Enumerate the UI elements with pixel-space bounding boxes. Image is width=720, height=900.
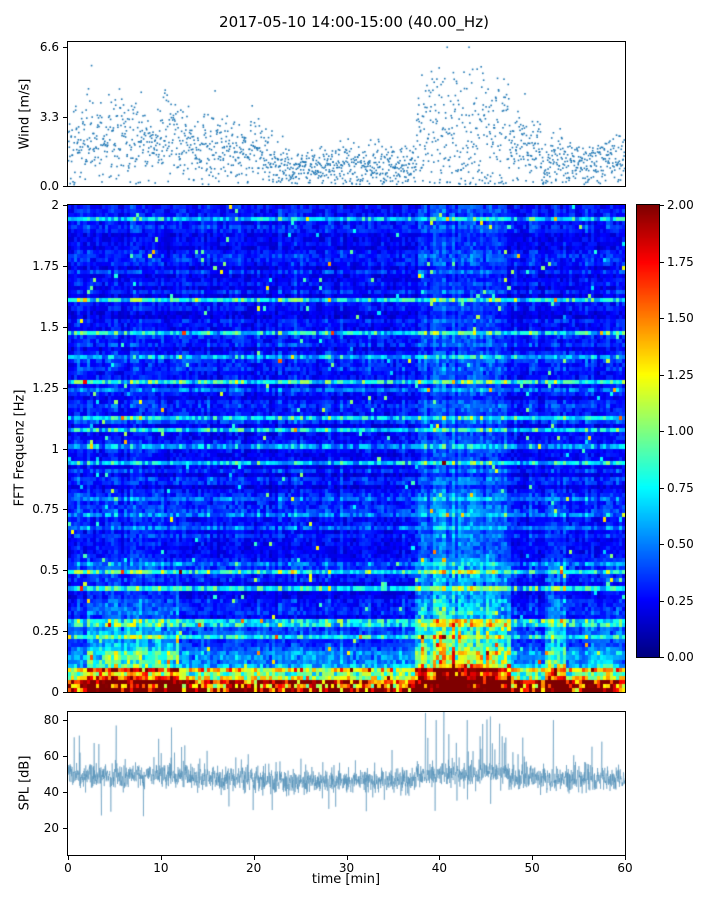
y-tick-mark	[63, 792, 67, 793]
x-tick-mark	[439, 856, 440, 860]
y-tick-label: 0	[51, 685, 59, 699]
spl-panel	[67, 711, 626, 856]
y-tick-mark	[63, 449, 67, 450]
colorbar-tick-mark	[660, 205, 664, 206]
x-tick-label: 60	[617, 861, 633, 875]
y-tick-label: 1.25	[32, 380, 59, 395]
x-tick-mark	[161, 856, 162, 860]
y-tick-label: 40	[43, 785, 59, 800]
y-tick-label: 1	[51, 441, 59, 456]
y-tick-label: 60	[43, 749, 59, 764]
colorbar-tick-mark	[660, 544, 664, 545]
y-tick-mark	[63, 388, 67, 389]
y-tick-label: 20	[43, 821, 59, 836]
y-tick-label: 1.75	[32, 258, 59, 273]
y-tick-label: 0.75	[32, 502, 59, 517]
colorbar-tick-mark	[660, 431, 664, 432]
y-tick-label: 2	[51, 198, 59, 212]
colorbar-tick-label: 0.50	[667, 537, 694, 551]
y-tick-mark	[63, 828, 67, 829]
colorbar-tick-mark	[660, 375, 664, 376]
y-tick-label: 80	[43, 713, 59, 728]
y-tick-mark	[63, 756, 67, 757]
x-tick-label: 20	[246, 861, 262, 875]
y-tick-label: 0.0	[39, 179, 59, 193]
colorbar	[636, 204, 660, 658]
x-tick-label: 50	[524, 861, 540, 875]
y-tick-label: 3.3	[39, 109, 59, 124]
colorbar-tick-label: 2.00	[667, 198, 694, 212]
spl-line-canvas	[68, 712, 625, 855]
wind-scatter-panel	[67, 41, 626, 187]
x-tick-label: 40	[431, 861, 447, 875]
y-tick-mark	[63, 186, 67, 187]
colorbar-tick-label: 0.75	[667, 480, 694, 495]
y-tick-mark	[63, 692, 67, 693]
colorbar-tick-mark	[660, 488, 664, 489]
y-tick-mark	[63, 509, 67, 510]
colorbar-tick-mark	[660, 601, 664, 602]
y-tick-label: 0.25	[32, 624, 59, 639]
x-tick-mark	[347, 856, 348, 860]
colorbar-tick-label: 0.25	[667, 593, 694, 608]
colorbar-tick-label: 0.00	[667, 650, 694, 664]
colorbar-tick-mark	[660, 657, 664, 658]
y-tick-label: 6.6	[39, 40, 59, 55]
x-tick-mark	[254, 856, 255, 860]
colorbar-tick-label: 1.50	[667, 311, 694, 325]
y-tick-mark	[63, 117, 67, 118]
colorbar-canvas	[637, 205, 659, 657]
colorbar-tick-label: 1.75	[667, 254, 694, 269]
x-axis-label: time [min]	[311, 872, 381, 887]
spectrogram-panel	[67, 204, 626, 693]
y-tick-label: 1.5	[39, 319, 59, 334]
figure-title: 2017-05-10 14:00-15:00 (40.00_Hz)	[219, 13, 489, 31]
colorbar-tick-label: 1.25	[667, 367, 694, 382]
y-tick-mark	[63, 570, 67, 571]
colorbar-tick-mark	[660, 318, 664, 319]
wind-y-axis-label: Wind [m/s]	[17, 78, 33, 150]
colorbar-tick-mark	[660, 262, 664, 263]
y-tick-mark	[63, 327, 67, 328]
colorbar-tick-label: 1.00	[667, 424, 694, 438]
y-tick-mark	[63, 266, 67, 267]
spectrogram-heatmap-canvas	[68, 205, 625, 692]
spl-y-axis-label: SPL [dB]	[17, 755, 33, 811]
y-tick-mark	[63, 631, 67, 632]
y-tick-mark	[63, 205, 67, 206]
x-tick-label: 0	[64, 861, 72, 875]
y-tick-mark	[63, 47, 67, 48]
x-tick-label: 30	[338, 861, 355, 875]
x-tick-mark	[625, 856, 626, 860]
x-tick-mark	[532, 856, 533, 860]
wind-scatter-canvas	[68, 42, 625, 186]
x-tick-label: 10	[153, 861, 169, 875]
y-tick-mark	[63, 720, 67, 721]
y-tick-label: 0.5	[39, 563, 59, 578]
x-tick-mark	[68, 856, 69, 860]
spectrogram-y-axis-label: FFT Frequenz [Hz]	[12, 389, 28, 507]
